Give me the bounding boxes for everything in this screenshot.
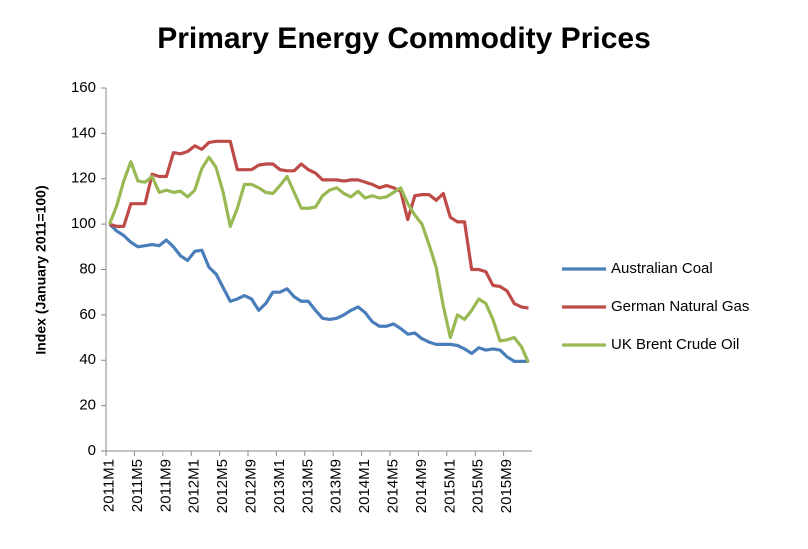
x-tick-label: 2013M1: [271, 459, 288, 513]
y-tick-label: 40: [79, 351, 96, 368]
legend-label: UK Brent Crude Oil: [611, 336, 739, 353]
y-tick-label: 140: [71, 124, 96, 141]
x-tick-label: 2014M5: [385, 459, 402, 513]
y-axis-label: Index (January 2011=100): [33, 185, 49, 354]
x-tick-label: 2014M9: [413, 459, 430, 513]
legend-label: Australian Coal: [611, 260, 713, 277]
series-line: [109, 139, 529, 310]
series-line: [108, 155, 530, 364]
y-tick-label: 160: [71, 79, 96, 96]
chart-title: Primary Energy Commodity Prices: [157, 22, 651, 55]
x-tick-label: 2012M9: [243, 459, 260, 513]
x-tick-label: 2011M1: [101, 459, 118, 512]
y-tick-label: 60: [79, 306, 96, 323]
legend-label: German Natural Gas: [611, 298, 749, 315]
x-tick-label: 2015M1: [441, 459, 458, 513]
y-tick-label: 100: [71, 215, 96, 232]
x-tick-label: 2014M1: [356, 459, 373, 513]
y-tick-label: 0: [88, 442, 96, 459]
x-tick-label: 2011M5: [129, 459, 146, 512]
x-tick-label: 2015M5: [470, 459, 487, 513]
y-tick-label: 20: [79, 397, 96, 414]
y-tick-label: 120: [71, 170, 96, 187]
y-tick-label: 80: [79, 260, 96, 277]
x-tick-label: 2013M9: [328, 459, 345, 513]
x-tick-label: 2011M9: [157, 459, 174, 512]
x-tick-label: 2012M5: [214, 459, 231, 513]
x-tick-label: 2012M1: [186, 459, 203, 513]
series-line: [108, 222, 529, 363]
x-tick-label: 2013M5: [299, 459, 316, 513]
x-tick-label: 2015M9: [498, 459, 515, 513]
